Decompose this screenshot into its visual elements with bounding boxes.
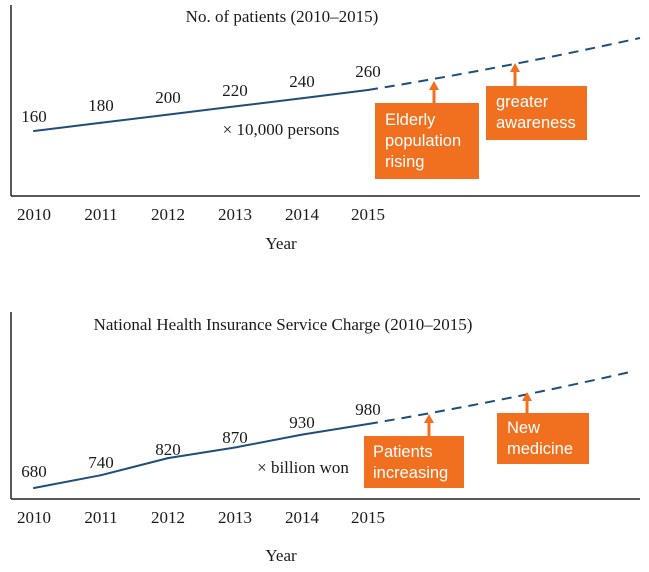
patients-x-axis-label: Year: [265, 234, 297, 253]
patients-unit-note: × 10,000 persons: [223, 120, 340, 139]
patients-data-point: [234, 105, 236, 108]
annotation-box: [364, 436, 464, 488]
patients-x-tick: 2010: [17, 205, 51, 224]
arrow-up-icon: [510, 63, 520, 72]
insurance-value-label: 980: [355, 400, 381, 419]
annotation-box: [497, 413, 589, 464]
insurance-chart-title: National Health Insurance Service Charge…: [94, 315, 473, 334]
insurance-value-label: 680: [21, 462, 47, 481]
insurance-charge-chart: National Health Insurance Service Charge…: [10, 312, 640, 565]
patients-value-label: 160: [21, 107, 47, 126]
insurance-data-point: [301, 433, 303, 436]
insurance-line-segment: [100, 457, 169, 477]
insurance-value-label: 870: [222, 428, 248, 447]
patients-value-label: 180: [88, 96, 114, 115]
insurance-line-segment: [234, 433, 303, 449]
patients-x-tick: 2013: [218, 205, 252, 224]
annotation-elderly-population-rising: Elderly population rising: [375, 81, 479, 179]
insurance-value-label: 740: [88, 453, 114, 472]
insurance-unit-note: × billion won: [257, 458, 349, 477]
patients-value-label: 260: [355, 62, 381, 81]
patients-x-tick: 2015: [351, 205, 385, 224]
patients-value-label: 220: [222, 81, 248, 100]
annotation-line: population: [385, 132, 461, 150]
insurance-data-point: [33, 487, 35, 489]
patients-value-label: 200: [155, 88, 181, 107]
patients-data-point: [33, 130, 35, 132]
annotation-box: [486, 86, 587, 140]
annotation-line: increasing: [373, 464, 448, 482]
patients-data-point: [301, 97, 303, 99]
insurance-line-segment: [167, 446, 236, 460]
insurance-x-tick: 2015: [351, 508, 385, 527]
insurance-x-tick: 2010: [17, 508, 51, 527]
patients-value-label: 240: [289, 72, 315, 91]
patients-line-segment: [167, 105, 236, 116]
arrow-up-icon: [424, 414, 434, 423]
insurance-data-point: [234, 446, 236, 449]
annotation-greater-awareness: greater awareness: [486, 63, 587, 140]
annotation-line: medicine: [507, 440, 573, 458]
insurance-x-tick: 2014: [285, 508, 320, 527]
arrow-up-icon: [429, 81, 439, 90]
annotation-line: New: [507, 419, 540, 437]
insurance-x-tick: 2013: [218, 508, 252, 527]
patients-line-segment: [301, 89, 369, 100]
patients-line-segment: [234, 97, 303, 108]
annotation-box: [375, 103, 479, 179]
annotation-patients-increasing: Patients increasing: [364, 414, 464, 488]
insurance-x-tick: 2011: [84, 508, 117, 527]
annotation-line: greater: [496, 93, 549, 111]
patients-line-segment: [100, 113, 169, 124]
annotation-line: Patients: [373, 443, 433, 461]
insurance-value-label: 930: [289, 413, 315, 432]
insurance-data-point: [100, 474, 102, 477]
patients-chart-title: No. of patients (2010–2015): [186, 7, 379, 26]
patients-data-point: [167, 113, 169, 116]
patients-x-tick: 2011: [84, 205, 117, 224]
insurance-line-segment: [301, 423, 369, 436]
patients-line-segment: [33, 121, 102, 132]
patients-chart: No. of patients (2010–2015) 160 180 200 …: [10, 5, 641, 253]
insurance-data-point: [167, 457, 169, 459]
annotation-line: awareness: [496, 114, 576, 132]
insurance-x-axis-label: Year: [265, 546, 297, 565]
arrow-up-icon: [522, 392, 532, 401]
patients-projection-line: [367, 37, 641, 91]
insurance-value-label: 820: [155, 440, 181, 459]
insurance-line-segment: [33, 474, 102, 489]
patients-x-tick: 2014: [285, 205, 320, 224]
insurance-x-tick: 2012: [151, 508, 185, 527]
patients-data-point: [100, 122, 102, 124]
annotation-new-medicine: New medicine: [497, 392, 589, 464]
annotation-line: rising: [385, 153, 424, 171]
patients-x-tick: 2012: [151, 205, 185, 224]
annotation-line: Elderly: [385, 111, 436, 129]
